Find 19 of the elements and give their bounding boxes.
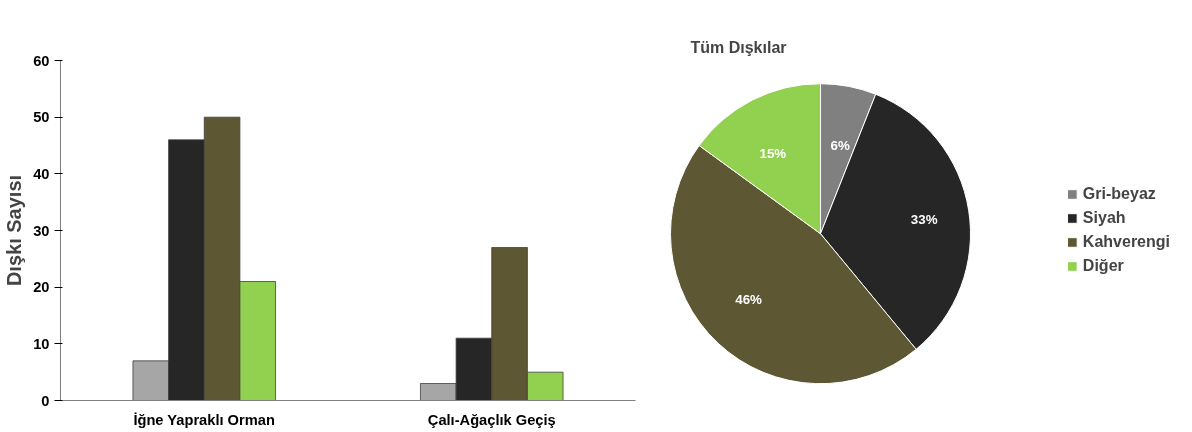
y-tick-label: 10 [33,335,50,352]
legend-label: Kahverengi [1082,233,1170,251]
legend-label: Siyah [1082,209,1126,227]
legend-label: Gri-beyaz [1082,185,1156,203]
y-tick-label: 50 [33,109,50,126]
chart-title: Tüm Dışkılar [690,38,787,56]
y-tick-label: 0 [41,392,50,409]
data-label: 46% [735,291,763,307]
legend-label: Diğer [1082,257,1124,275]
data-label: 6% [830,137,850,153]
y-axis-title: Dışkı Sayısı [3,174,26,287]
data-label: 33% [910,212,938,228]
y-tick-label: 30 [33,222,50,239]
x-tick-label: Çalı-Ağaçlık Geçiş [427,411,556,428]
x-tick-label: İğne Yapraklı Orman [133,411,275,428]
y-tick-label: 40 [33,165,50,182]
y-tick-label: 20 [33,279,50,296]
data-label: 15% [759,146,787,162]
y-tick-label: 60 [33,52,50,69]
